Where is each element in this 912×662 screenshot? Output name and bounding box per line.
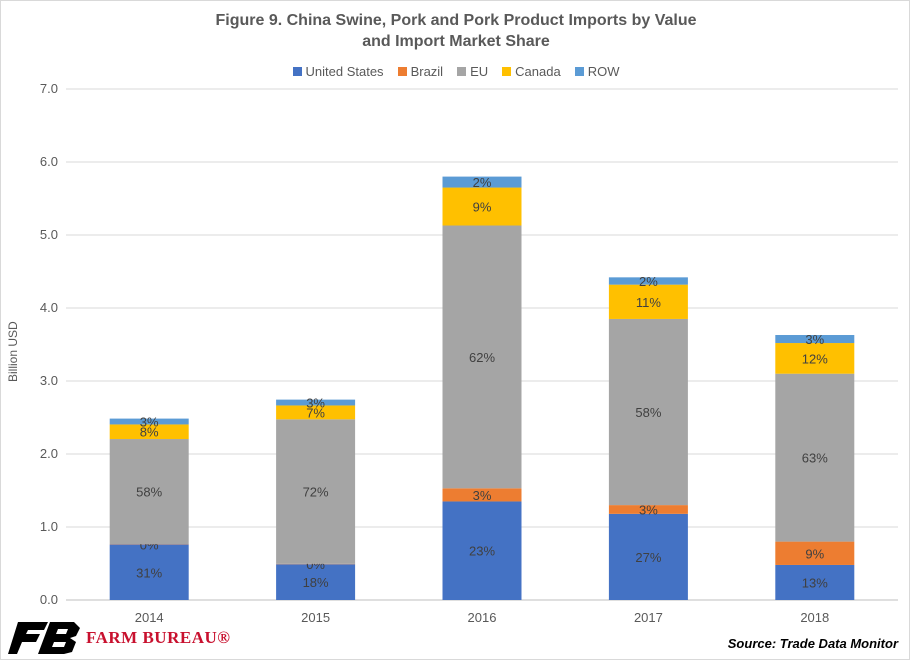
legend-item-row: ROW [574, 64, 620, 79]
legend-item-united-states: United States [292, 64, 384, 79]
legend-label: Brazil [410, 64, 444, 79]
x-tick-label: 2018 [800, 610, 829, 625]
bar-segment-brazil [775, 541, 855, 565]
data-label: 12% [802, 351, 828, 366]
x-tick-label: 2015 [301, 610, 330, 625]
bar-segment-canada [109, 424, 189, 440]
x-tick-label: 2017 [634, 610, 663, 625]
data-label: 2% [473, 175, 492, 190]
data-label: 13% [802, 575, 828, 590]
legend-item-eu: EU [457, 64, 488, 79]
bar-segment-united-states [276, 564, 356, 600]
bar-segment-brazil [608, 505, 688, 514]
data-label: 9% [473, 200, 492, 215]
bar-segment-row [442, 176, 522, 188]
chart-title: Figure 9. China Swine, Pork and Pork Pro… [0, 10, 912, 52]
farm-bureau-logo-mark-icon [8, 622, 80, 654]
y-tick-label: 6.0 [40, 154, 58, 169]
legend-item-brazil: Brazil [397, 64, 444, 79]
data-label: 58% [136, 485, 162, 500]
legend-swatch [457, 67, 467, 76]
chart-legend: United States Brazil EU Canada ROW [0, 64, 912, 79]
data-label: 3% [140, 415, 159, 430]
bar-segment-brazil [442, 488, 522, 502]
data-label: 3% [805, 332, 824, 347]
bar-segment-united-states [775, 564, 855, 600]
bar-segment-eu [608, 318, 688, 506]
y-tick-label: 1.0 [40, 519, 58, 534]
data-label: 7% [306, 405, 325, 420]
data-label: 31% [136, 565, 162, 580]
legend-label: Canada [515, 64, 561, 79]
x-tick-label: 2016 [468, 610, 497, 625]
legend-swatch [502, 67, 512, 76]
bar-segment-united-states [109, 544, 189, 600]
data-label: 2% [639, 274, 658, 289]
x-tick-label: 2014 [135, 610, 164, 625]
source-note: Source: Trade Data Monitor [727, 636, 898, 651]
bar-segment-united-states [442, 501, 522, 600]
y-tick-label: 2.0 [40, 446, 58, 461]
data-label: 72% [303, 485, 329, 500]
bar-segment-canada [276, 405, 356, 420]
y-tick-label: 4.0 [40, 300, 58, 315]
legend-swatch [574, 67, 584, 76]
bar-segment-eu [276, 419, 356, 564]
y-tick-label: 7.0 [40, 81, 58, 96]
data-label: 63% [802, 451, 828, 466]
chart-title-line-2: and Import Market Share [362, 33, 550, 50]
y-tick-label: 0.0 [40, 592, 58, 607]
data-label: 18% [303, 575, 329, 590]
legend-swatch [397, 67, 407, 76]
data-label: 3% [473, 488, 492, 503]
legend-label: EU [470, 64, 489, 79]
bar-segment-row [276, 399, 356, 406]
data-label: 23% [469, 544, 495, 559]
data-label: 11% [636, 295, 661, 310]
y-axis-label: Billion USD [6, 321, 20, 382]
bar-segment-canada [775, 343, 855, 374]
bar-segment-canada [608, 284, 688, 319]
bar-segment-eu [775, 373, 855, 542]
data-label: 9% [805, 546, 824, 561]
y-tick-label: 5.0 [40, 227, 58, 242]
farm-bureau-logo: FARM BUREAU® [8, 620, 230, 656]
bar-segment-row [775, 335, 855, 344]
bar-segment-row [608, 277, 688, 285]
data-label: 3% [306, 396, 325, 411]
bar-segment-eu [109, 439, 189, 545]
legend-label: United States [305, 64, 384, 79]
data-label: 3% [639, 502, 658, 517]
bar-segment-canada [442, 187, 522, 226]
data-label: 58% [635, 405, 661, 420]
chart-title-line-1: Figure 9. China Swine, Pork and Pork Pro… [215, 12, 697, 29]
legend-swatch [292, 67, 302, 76]
data-label: 62% [469, 350, 495, 365]
bar-segment-united-states [608, 513, 688, 600]
legend-label: ROW [587, 64, 620, 79]
legend-item-canada: Canada [502, 64, 561, 79]
y-tick-label: 3.0 [40, 373, 58, 388]
data-label: 27% [635, 550, 661, 565]
bar-segment-row [109, 418, 189, 425]
bar-segment-eu [442, 225, 522, 489]
data-label: 8% [140, 425, 159, 440]
farm-bureau-logo-text: FARM BUREAU® [86, 628, 231, 647]
